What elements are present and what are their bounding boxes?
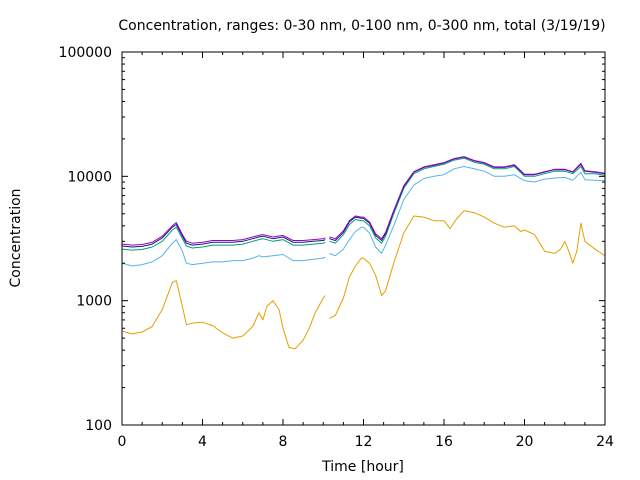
x-tick-label: 24: [596, 434, 614, 450]
y-tick-label: 1000: [76, 294, 112, 310]
x-tick-label: 8: [279, 434, 288, 450]
x-tick-label: 4: [198, 434, 207, 450]
series-line-1: [121, 210, 606, 350]
y-tick-label: 100000: [59, 45, 112, 61]
chart-title: Concentration, ranges: 0-30 nm, 0-100 nm…: [118, 18, 605, 34]
y-tick-label: 10000: [67, 169, 112, 185]
x-axis-label: Time [hour]: [321, 459, 404, 475]
plot-frame: [121, 51, 606, 426]
series-line-3: [121, 157, 606, 251]
x-tick-label: 16: [435, 434, 453, 450]
x-tick-label: 20: [516, 434, 534, 450]
series-layer: [121, 156, 606, 350]
y-tick-label: 100: [85, 418, 112, 434]
x-tick-label: 12: [355, 434, 373, 450]
x-tick-label: 0: [118, 434, 127, 450]
tick-layer: 0 4 8 12 16 20 24 100 1000 10000 100000: [59, 45, 614, 450]
y-axis-label: Concentration: [8, 188, 24, 287]
series-line-5: [121, 156, 606, 246]
series-line-2: [121, 166, 606, 267]
